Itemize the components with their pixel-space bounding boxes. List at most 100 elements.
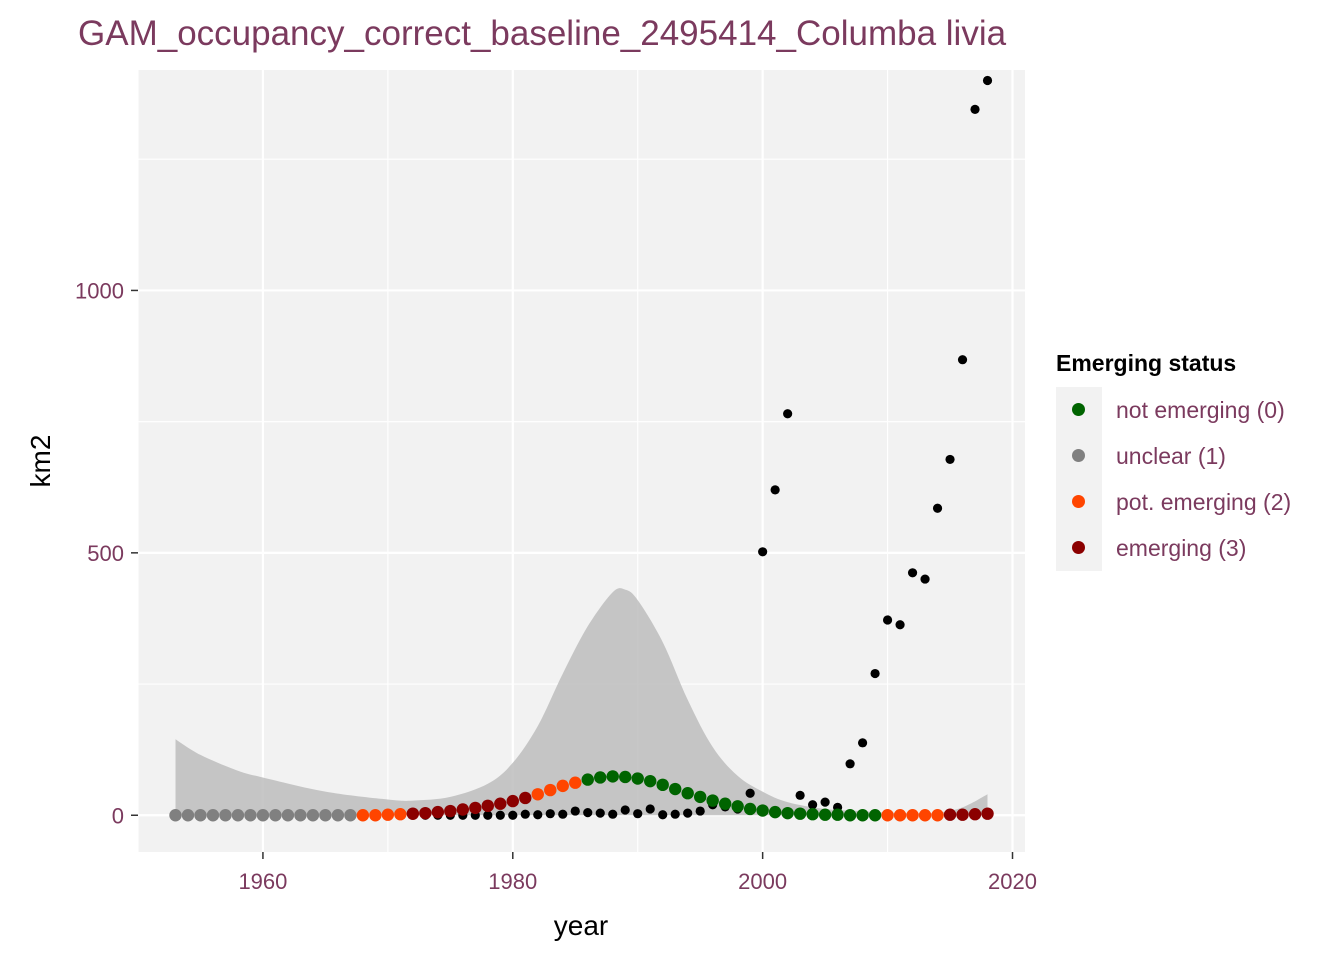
fitted-point xyxy=(456,803,470,816)
fitted-point xyxy=(356,809,370,822)
fitted-point xyxy=(943,808,957,821)
fitted-point xyxy=(594,771,607,784)
fitted-point xyxy=(556,779,569,793)
legend-key xyxy=(1056,433,1102,479)
fitted-point xyxy=(181,809,195,822)
observed-point xyxy=(670,809,680,819)
fitted-point xyxy=(344,809,357,822)
legend-item-not-emerging: not emerging (0) xyxy=(1056,387,1291,433)
observed-point xyxy=(620,805,630,815)
gray-dot-icon xyxy=(1072,449,1085,462)
observed-point xyxy=(495,810,505,820)
observed-point xyxy=(695,806,705,816)
observed-point xyxy=(783,409,793,419)
observed-point xyxy=(808,800,818,810)
fitted-point xyxy=(668,782,682,796)
fitted-point xyxy=(331,809,345,822)
fitted-point xyxy=(893,809,907,822)
observed-point xyxy=(795,790,805,800)
fitted-point xyxy=(768,805,782,819)
fitted-point xyxy=(169,809,182,822)
x-tick-label: 1960 xyxy=(238,869,287,894)
x-axis-title: year xyxy=(554,910,608,941)
observed-point xyxy=(845,759,855,769)
observed-point xyxy=(533,810,543,820)
observed-point xyxy=(595,808,605,818)
axes-layer: 1960 1980 2000 2020 0 500 1000 xyxy=(75,278,1037,894)
fitted-point xyxy=(431,805,445,819)
fitted-point xyxy=(793,807,807,820)
fitted-point xyxy=(906,809,919,822)
fitted-point xyxy=(681,787,694,800)
x-tick-label: 1980 xyxy=(488,869,537,894)
legend-label: emerging (3) xyxy=(1116,534,1247,561)
observed-point xyxy=(957,355,968,365)
legend-label: unclear (1) xyxy=(1116,442,1226,469)
x-tick-label: 2020 xyxy=(988,869,1037,894)
fitted-point xyxy=(968,808,982,821)
legend-item-emerging: emerging (3) xyxy=(1056,525,1291,571)
observed-point xyxy=(745,788,755,798)
fitted-point xyxy=(806,808,819,821)
observed-point xyxy=(932,503,943,513)
observed-point xyxy=(882,615,893,625)
observed-point xyxy=(608,809,618,819)
legend-key xyxy=(1056,479,1102,525)
legend-item-pot-emerging: pot. emerging (2) xyxy=(1056,479,1291,525)
legend-keys: not emerging (0) unclear (1) pot. emergi… xyxy=(1056,387,1291,571)
green-dot-icon xyxy=(1072,403,1085,416)
legend-title: Emerging status xyxy=(1056,350,1237,376)
fitted-point xyxy=(194,809,207,822)
fitted-point xyxy=(281,809,295,822)
fitted-point xyxy=(406,807,420,820)
fitted-point xyxy=(469,801,482,815)
fitted-point xyxy=(731,800,744,813)
observed-point xyxy=(545,809,555,819)
observed-point xyxy=(658,810,668,820)
fitted-point xyxy=(419,806,432,820)
observed-point xyxy=(508,810,518,820)
fitted-point xyxy=(269,809,282,822)
fitted-point xyxy=(756,804,769,817)
observed-point xyxy=(645,804,655,814)
observed-point xyxy=(583,808,593,818)
fitted-point xyxy=(519,791,532,805)
fitted-point xyxy=(481,799,495,813)
x-tick-label: 2000 xyxy=(738,869,787,894)
y-tick-label: 0 xyxy=(112,803,124,828)
fitted-point xyxy=(693,790,707,804)
observed-point xyxy=(907,568,918,578)
fitted-point xyxy=(494,797,507,810)
orange-dot-icon xyxy=(1072,495,1085,508)
fitted-point xyxy=(644,774,657,788)
observed-point xyxy=(945,454,955,465)
observed-point xyxy=(520,809,530,819)
legend-label: pot. emerging (2) xyxy=(1116,488,1292,515)
fitted-point xyxy=(319,809,332,822)
chart-title: GAM_occupancy_correct_baseline_2495414_C… xyxy=(78,14,1007,53)
fitted-point xyxy=(294,809,307,822)
fitted-point xyxy=(631,772,644,785)
fitted-point xyxy=(206,809,220,822)
fitted-point xyxy=(918,809,932,822)
observed-point xyxy=(920,574,930,584)
fitted-point xyxy=(843,809,857,822)
observed-point xyxy=(870,668,880,679)
fitted-point xyxy=(956,808,969,821)
fitted-point xyxy=(369,809,382,822)
observed-point xyxy=(970,104,980,114)
fitted-point xyxy=(231,809,245,822)
observed-point xyxy=(758,547,768,557)
fitted-point xyxy=(244,809,257,822)
darkred-dot-icon xyxy=(1072,541,1085,554)
legend-label: not emerging (0) xyxy=(1116,396,1285,423)
fitted-point xyxy=(256,809,270,822)
fitted-point xyxy=(881,809,894,822)
fitted-point xyxy=(743,802,757,816)
legend-key xyxy=(1056,525,1102,571)
observed-point xyxy=(895,620,905,630)
observed-point xyxy=(820,797,830,807)
observed-point xyxy=(570,806,580,816)
fitted-point xyxy=(818,808,832,821)
